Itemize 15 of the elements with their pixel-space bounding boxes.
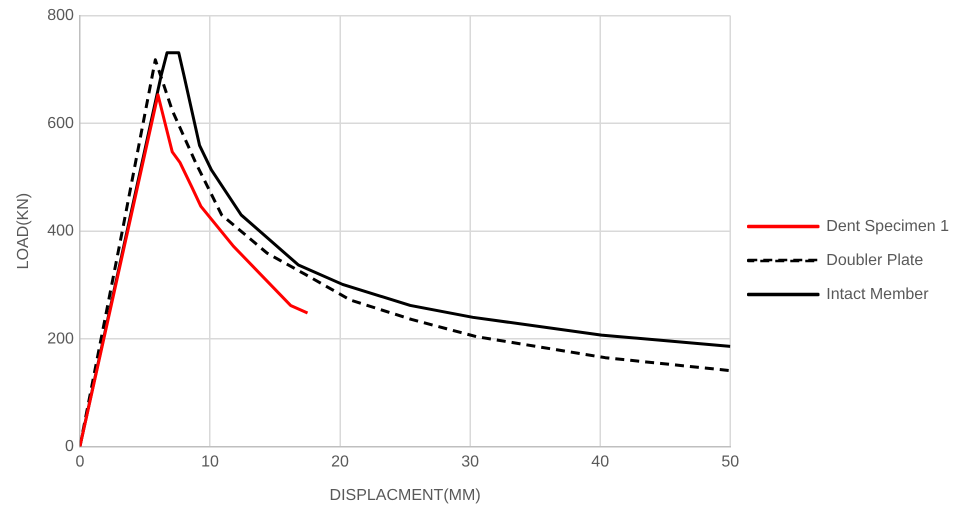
x-tick-label: 50 [721, 454, 740, 471]
x-axis-title: DISPLACMENT(MM) [330, 486, 481, 504]
y-tick-label: 400 [47, 222, 74, 240]
y-tick-label: 0 [64, 438, 74, 456]
x-tick-label: 40 [591, 454, 610, 471]
x-tick-label: 30 [461, 454, 480, 471]
y-tick-label: 200 [47, 330, 74, 348]
y-tick-label: 800 [47, 7, 74, 24]
legend-label: Doubler Plate [826, 252, 924, 269]
x-tick-label: 20 [331, 454, 350, 471]
y-axis-title: LOAD(KN) [15, 192, 32, 270]
x-tick-label: 10 [201, 454, 219, 471]
y-tick-label: 600 [47, 114, 74, 132]
legend-label: Dent Specimen 1 [826, 218, 950, 235]
legend-label: Intact Member [826, 286, 930, 303]
